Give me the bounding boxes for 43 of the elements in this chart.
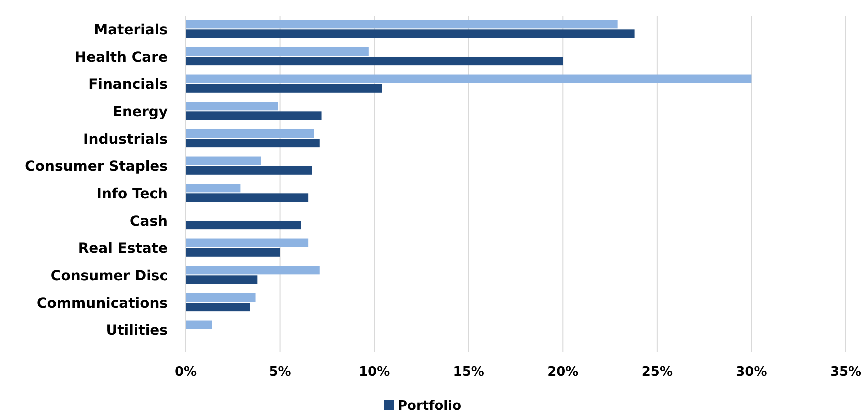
bar (186, 74, 752, 84)
y-tick-label: Financials (88, 77, 168, 94)
y-tick-label: Health Care (74, 50, 168, 66)
bar (186, 156, 262, 166)
y-tick-label: Utilities (106, 323, 168, 340)
y-tick-label: Energy (112, 104, 168, 121)
y-tick-label: Industrials (84, 132, 168, 148)
bar (186, 20, 618, 29)
bar (186, 276, 258, 284)
bar (186, 129, 314, 138)
bar (186, 84, 382, 93)
bar (186, 57, 564, 66)
bar (186, 320, 212, 330)
y-tick-label: Info Tech (96, 186, 168, 203)
x-tick-label: 15% (453, 365, 484, 380)
bar (186, 194, 309, 202)
y-tick-label: Consumer Disc (50, 268, 168, 285)
x-tick-label: 30% (736, 365, 768, 380)
x-tick-label: 25% (642, 365, 673, 380)
y-tick-label: Consumer Staples (25, 159, 168, 176)
bar (186, 238, 309, 248)
bar (186, 293, 256, 302)
bar (186, 248, 280, 257)
bar (186, 47, 369, 56)
bar (186, 266, 320, 275)
bar (186, 166, 312, 175)
x-tick-label: 5% (269, 365, 292, 380)
bar (186, 221, 302, 230)
x-tick-label: 0% (174, 365, 198, 380)
y-tick-label: Real Estate (78, 241, 168, 258)
bar (186, 184, 241, 193)
x-tick-label: 10% (359, 365, 390, 380)
y-tick-label: Materials (94, 22, 168, 39)
x-tick-label: 20% (548, 365, 579, 380)
x-tick-label: 35% (830, 365, 862, 380)
bar (186, 139, 320, 148)
bar (186, 30, 635, 38)
y-tick-label: Cash (130, 214, 168, 230)
bar (186, 102, 278, 111)
bar (186, 303, 250, 312)
legend-label: Portfolio (398, 399, 462, 414)
bar (186, 112, 322, 120)
y-tick-label: Communications (37, 296, 168, 312)
